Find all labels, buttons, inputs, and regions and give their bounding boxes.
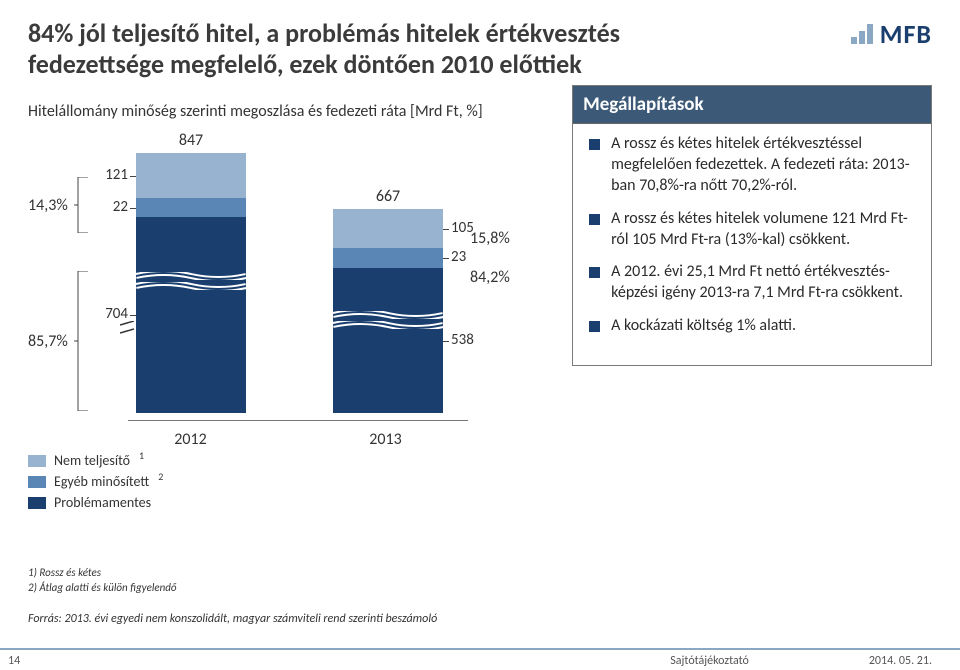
bar-total-label: 667 bbox=[333, 187, 443, 206]
legend-swatch bbox=[28, 476, 46, 488]
leader-line bbox=[130, 208, 136, 209]
findings-item: A rossz és kétes hitelek volumene 121 Mr… bbox=[589, 209, 915, 251]
x-axis-line bbox=[128, 420, 468, 421]
legend-item: Nem teljesítő 1 bbox=[28, 452, 163, 469]
bar-segment: 22 bbox=[136, 198, 246, 217]
findings-box: Megállapítások A rossz és kétes hitelek … bbox=[572, 85, 932, 365]
legend-sup: 2 bbox=[158, 470, 163, 483]
slide-title: 84% jól teljesítő hitel, a problémás hit… bbox=[28, 18, 668, 80]
footnote-2: 2) Átlag alatti és külön figyelendő bbox=[28, 581, 177, 596]
bar-segment: 538 bbox=[333, 268, 443, 413]
leader-line bbox=[443, 229, 449, 230]
bar-column: 66710523538 bbox=[333, 209, 443, 413]
bar-segment-value: 121 bbox=[105, 166, 128, 184]
findings-header: Megállapítások bbox=[573, 86, 931, 124]
page-number: 14 bbox=[8, 654, 30, 668]
findings-list: A rossz és kétes hitelek értékvesztéssel… bbox=[573, 124, 931, 336]
leader-line bbox=[443, 258, 449, 259]
legend-swatch bbox=[28, 497, 46, 509]
right-pct-bottom-value: 84,2% bbox=[470, 268, 510, 287]
source: Forrás: 2013. évi egyedi nem konszolidál… bbox=[28, 612, 437, 626]
axis-break-icon bbox=[333, 316, 443, 334]
leader-line bbox=[443, 341, 449, 342]
footer-center: Sajtótájékoztató bbox=[30, 654, 869, 668]
logo-bars bbox=[851, 24, 873, 44]
bracket-icon bbox=[74, 271, 90, 411]
footnotes: 1) Rossz és kétes 2) Átlag alatti és kül… bbox=[28, 566, 177, 596]
logo-text: MFB bbox=[880, 18, 932, 50]
bar-segment: 105 bbox=[333, 209, 443, 248]
bar-column: 84712122704 bbox=[136, 153, 246, 413]
right-pct-bottom: 84,2% bbox=[470, 268, 510, 287]
left-pct-top: 14,3% bbox=[28, 177, 90, 233]
bar-segment-value: 22 bbox=[113, 198, 128, 216]
bar-segment: 704 bbox=[136, 217, 246, 413]
legend-sup: 1 bbox=[139, 449, 144, 462]
legend-swatch bbox=[28, 455, 46, 467]
axis-break-icon bbox=[136, 277, 246, 295]
bar-total-label: 847 bbox=[136, 131, 246, 150]
left-pct-bottom-value: 85,7% bbox=[28, 332, 68, 351]
logo: MFB bbox=[851, 18, 932, 50]
bar-segment-value: 538 bbox=[451, 331, 474, 349]
bar-segment: 121 bbox=[136, 153, 246, 198]
left-pct-bottom: 85,7% bbox=[28, 271, 90, 411]
right-pct-top-value: 15,8% bbox=[470, 229, 510, 248]
legend: Nem teljesítő 1 Egyéb minősített 2 Problémam… bbox=[28, 448, 163, 511]
bar-segment: 23 bbox=[333, 248, 443, 268]
leader-line bbox=[130, 176, 136, 177]
bracket-icon bbox=[74, 177, 90, 233]
legend-label: Nem teljesítő bbox=[54, 452, 130, 469]
x-label-2013: 2013 bbox=[308, 430, 463, 449]
axis-break-mark bbox=[120, 321, 134, 344]
stacked-bar-chart: 8471212270466710523538 14,3% 85,7% bbox=[28, 133, 542, 483]
findings-item: A kockázati költség 1% alatti. bbox=[589, 316, 915, 337]
footer-divider bbox=[0, 648, 960, 650]
footer: 14 Sajtótájékoztató 2014. 05. 21. bbox=[8, 654, 932, 668]
leader-line bbox=[130, 315, 136, 316]
x-axis-labels: 2012 2013 bbox=[128, 430, 468, 449]
legend-label: Problémamentes bbox=[54, 494, 151, 511]
x-label-2012: 2012 bbox=[113, 430, 268, 449]
left-pct-top-value: 14,3% bbox=[28, 196, 68, 215]
bar-segment-value: 23 bbox=[451, 248, 466, 266]
findings-item: A 2012. évi 25,1 Mrd Ft nettó értékveszt… bbox=[589, 262, 915, 304]
right-pct-labels: 15,8% 84,2% bbox=[470, 229, 510, 307]
footer-date: 2014. 05. 21. bbox=[869, 654, 932, 668]
right-pct-top: 15,8% bbox=[470, 229, 510, 248]
legend-item: Egyéb minősített 2 bbox=[28, 473, 163, 490]
legend-item: Problémamentes bbox=[28, 494, 163, 511]
legend-label: Egyéb minősített bbox=[54, 473, 149, 490]
footnote-1: 1) Rossz és kétes bbox=[28, 566, 177, 581]
findings-item: A rossz és kétes hitelek értékvesztéssel… bbox=[589, 134, 915, 196]
